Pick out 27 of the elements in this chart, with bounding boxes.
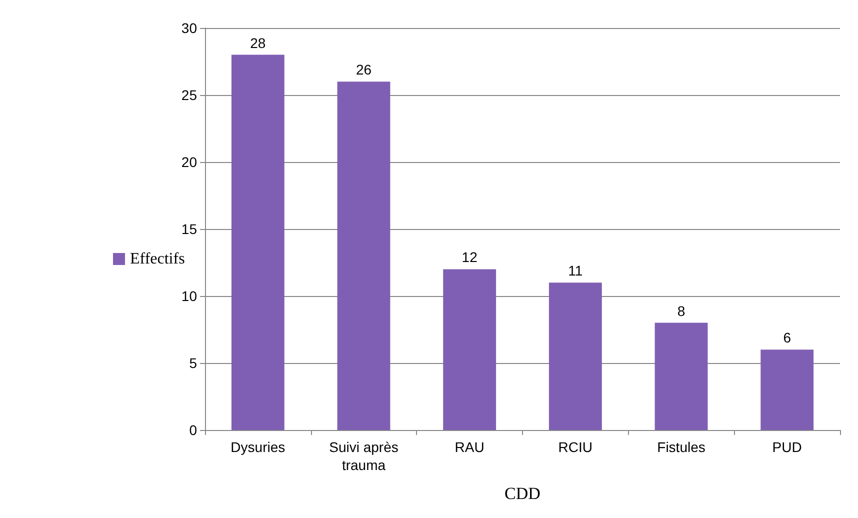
y-tick-label: 0 <box>189 422 198 438</box>
bar <box>337 82 390 430</box>
x-tick-label: Fistules <box>657 439 706 455</box>
y-tick-label: 20 <box>181 154 198 170</box>
x-tick-label: Dysuries <box>230 439 286 455</box>
data-label: 6 <box>783 330 792 346</box>
data-label: 12 <box>462 249 478 266</box>
y-tick-label: 10 <box>181 288 198 304</box>
x-tick-label: Suivi après trauma <box>329 439 398 473</box>
bar <box>231 54 284 430</box>
bar <box>654 322 708 430</box>
legend-label: Effectifs <box>130 250 185 268</box>
x-tick-label: RAU <box>454 439 484 455</box>
x-axis-title: CDD <box>504 484 540 503</box>
bar <box>443 269 496 430</box>
data-label: 11 <box>568 262 583 279</box>
bar <box>760 350 814 430</box>
bar <box>548 282 602 430</box>
data-label: 26 <box>356 62 372 78</box>
data-label: 28 <box>250 34 266 51</box>
y-tick-label: 25 <box>181 87 198 103</box>
y-tick-label: 5 <box>189 355 198 371</box>
data-label: 8 <box>677 302 686 319</box>
y-tick-label: 15 <box>181 221 198 237</box>
x-tick-label: RCIU <box>558 439 593 455</box>
x-tick-label: PUD <box>772 439 802 455</box>
y-tick-label: 30 <box>181 20 198 36</box>
